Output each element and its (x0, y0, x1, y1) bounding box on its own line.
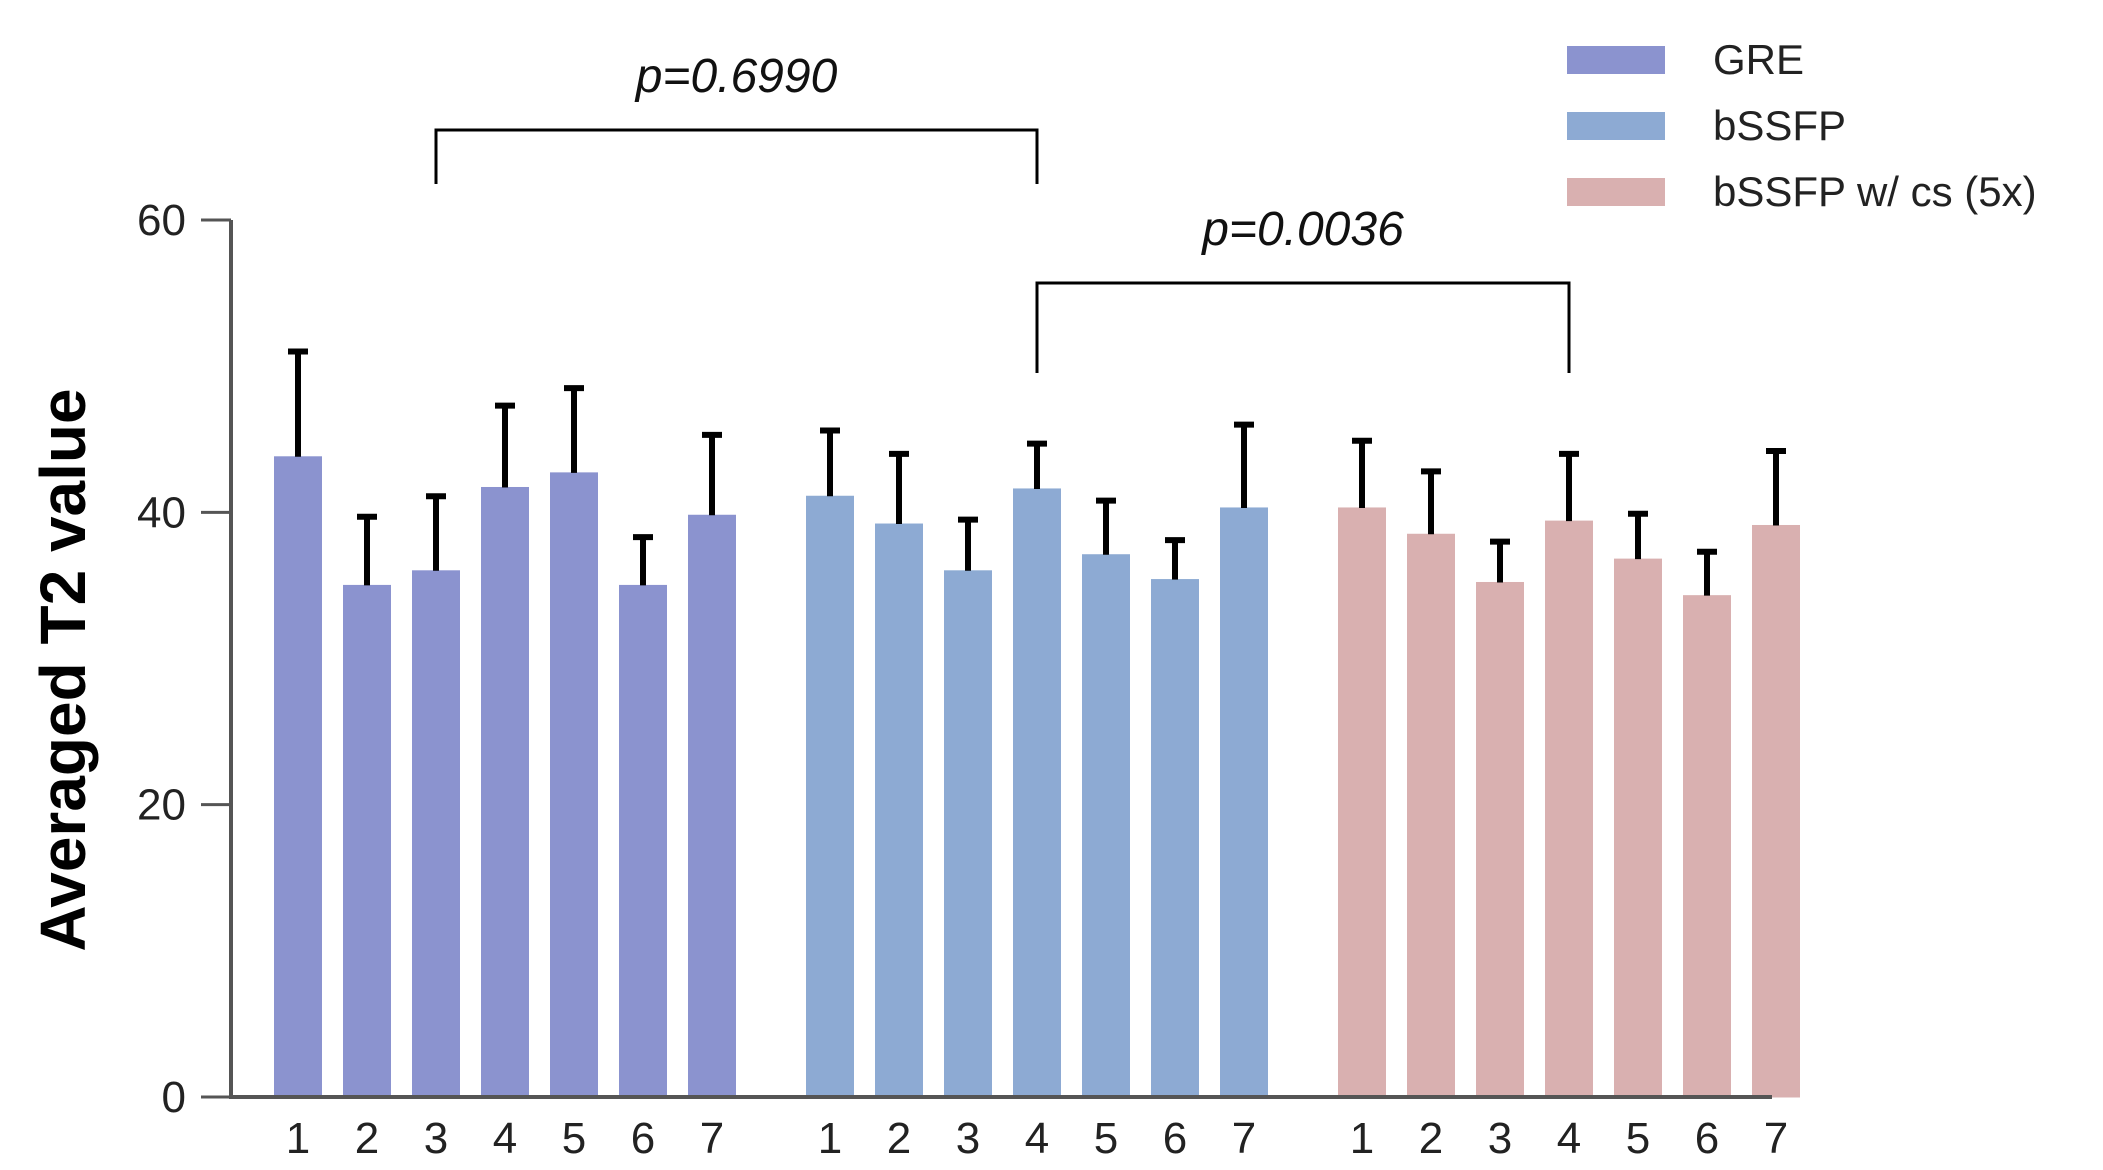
bar-3-6 (1683, 595, 1731, 1098)
legend-swatch-2 (1567, 112, 1665, 140)
y-tick-label-0: 0 (162, 1073, 186, 1122)
x-tick-label-1-4: 4 (493, 1114, 517, 1163)
x-tick-label-3-3: 3 (1488, 1114, 1512, 1163)
x-tick-label-3-1: 1 (1350, 1114, 1374, 1163)
x-tick-label-1-3: 3 (424, 1114, 448, 1163)
legend-swatch-3 (1567, 178, 1665, 206)
legend-label-3: bSSFP w/ cs (5x) (1713, 168, 2037, 215)
x-tick-label-2-1: 1 (818, 1114, 842, 1163)
x-tick-label-1-1: 1 (286, 1114, 310, 1163)
bar-3-5 (1614, 558, 1662, 1098)
x-tick-label-1-6: 6 (631, 1114, 655, 1163)
y-ticks-layer: 0 20 40 60 (137, 196, 231, 1122)
error-bars-layer (288, 348, 1786, 596)
legend-label-2: bSSFP (1713, 102, 1846, 149)
bar-1-1 (274, 456, 322, 1098)
x-tick-label-3-6: 6 (1695, 1114, 1719, 1163)
x-tick-label-2-4: 4 (1025, 1114, 1049, 1163)
y-tick-label-20: 20 (137, 781, 186, 830)
bar-1-5 (550, 472, 598, 1098)
bar-2-5 (1082, 554, 1130, 1098)
significance-brackets: p=0.6990 p=0.0036 (434, 50, 1571, 373)
bar-2-4 (1013, 488, 1061, 1098)
bar-1-2 (343, 584, 391, 1098)
p-value-label-1: p=0.6990 (634, 50, 838, 103)
y-tick-label-60: 60 (137, 196, 186, 245)
x-tick-label-3-2: 2 (1419, 1114, 1443, 1163)
axes-layer (229, 220, 1772, 1099)
bar-3-1 (1338, 507, 1386, 1098)
bar-3-2 (1407, 533, 1455, 1098)
x-tick-label-2-7: 7 (1232, 1114, 1256, 1163)
bar-2-6 (1151, 579, 1199, 1098)
bar-2-1 (806, 495, 854, 1098)
bar-3-3 (1476, 581, 1524, 1098)
x-tick-label-1-2: 2 (355, 1114, 379, 1163)
bar-3-7 (1752, 524, 1800, 1098)
bar-1-7 (688, 514, 736, 1098)
x-tick-label-3-4: 4 (1557, 1114, 1581, 1163)
p-value-label-2: p=0.0036 (1200, 203, 1404, 256)
x-tick-label-2-2: 2 (887, 1114, 911, 1163)
significance-bracket-1 (434, 128, 1039, 184)
significance-bracket-2 (1035, 281, 1571, 373)
bar-2-3 (944, 570, 992, 1098)
bar-1-3 (412, 570, 460, 1098)
bar-2-7 (1220, 507, 1268, 1098)
x-tick-label-2-6: 6 (1163, 1114, 1187, 1163)
x-tick-label-3-5: 5 (1626, 1114, 1650, 1163)
bar-1-4 (481, 486, 529, 1098)
x-tick-label-2-3: 3 (956, 1114, 980, 1163)
bar-3-4 (1545, 520, 1593, 1098)
legend-label-1: GRE (1713, 36, 1804, 83)
x-tick-label-1-7: 7 (700, 1114, 724, 1163)
y-axis-label: Averaged T2 value (27, 388, 99, 951)
x-tick-label-3-7: 7 (1764, 1114, 1788, 1163)
y-tick-label-40: 40 (137, 488, 186, 537)
x-tick-label-1-5: 5 (562, 1114, 586, 1163)
bars-layer (274, 456, 1800, 1098)
legend: GRE bSSFP bSSFP w/ cs (5x) (1567, 36, 2037, 215)
legend-swatch-1 (1567, 46, 1665, 74)
bar-2-2 (875, 523, 923, 1098)
bar-1-6 (619, 584, 667, 1098)
x-tick-label-2-5: 5 (1094, 1114, 1118, 1163)
